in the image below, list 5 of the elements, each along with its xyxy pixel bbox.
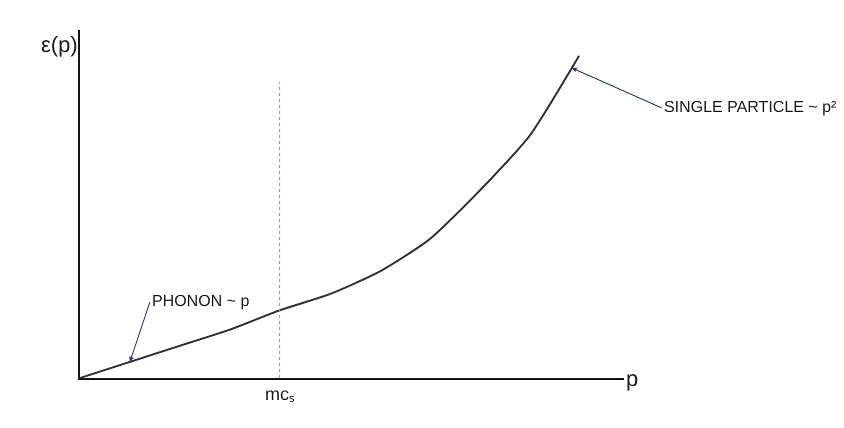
x-axis-title: p bbox=[626, 366, 638, 391]
text: mcₛ bbox=[265, 384, 295, 404]
y-axis-title: ε(p) bbox=[41, 32, 78, 57]
annotation: PHONON ~ p bbox=[152, 293, 250, 310]
text: SINGLE PARTICLE ~ p² bbox=[664, 99, 838, 116]
